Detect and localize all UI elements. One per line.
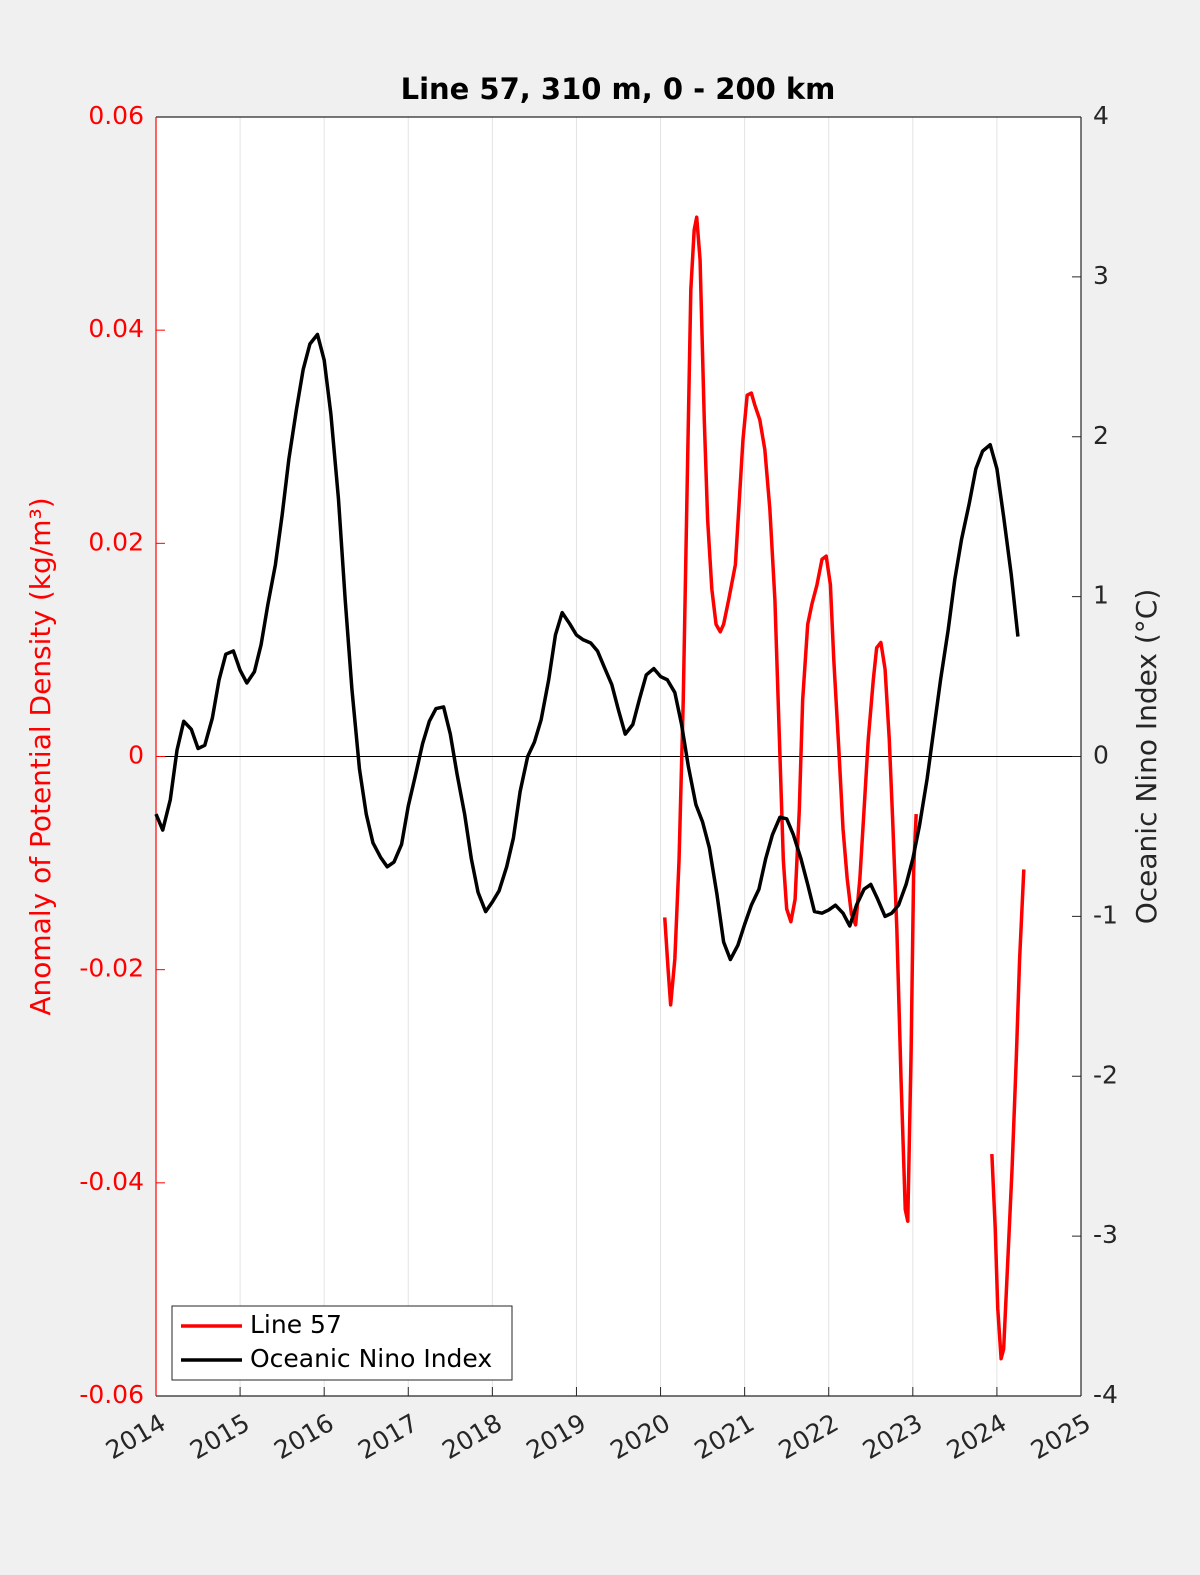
y2-tick-label: -1 bbox=[1093, 900, 1118, 929]
y2-tick-label: -4 bbox=[1093, 1380, 1118, 1409]
x-tick-label: 2022 bbox=[774, 1408, 844, 1465]
y-tick-label: 0.06 bbox=[88, 101, 144, 130]
legend-label: Oceanic Nino Index bbox=[250, 1344, 492, 1373]
x-tick-label: 2015 bbox=[185, 1408, 255, 1465]
legend: Line 57 Oceanic Nino Index bbox=[171, 1305, 513, 1381]
y-tick-label: 0.04 bbox=[88, 314, 144, 343]
legend-box bbox=[171, 1305, 513, 1381]
series-line bbox=[154, 332, 1020, 962]
x-tick-label: 2023 bbox=[858, 1408, 928, 1465]
y2-tick-label: 3 bbox=[1093, 261, 1109, 290]
x-tick-label: 2018 bbox=[437, 1408, 507, 1465]
series-line bbox=[990, 869, 1026, 1361]
x-tick-label: 2024 bbox=[942, 1408, 1012, 1465]
legend-label: Line 57 bbox=[250, 1310, 342, 1339]
y2-tick-label: -3 bbox=[1093, 1220, 1118, 1249]
x-tick-label: 2025 bbox=[1026, 1408, 1096, 1465]
y2-tick-label: -2 bbox=[1093, 1060, 1118, 1089]
chart-title: Line 57, 310 m, 0 - 200 km bbox=[401, 72, 836, 106]
x-tick-label: 2014 bbox=[101, 1408, 171, 1465]
y2-axis-label: Oceanic Nino Index (°C) bbox=[1130, 589, 1163, 925]
y-tick-label: 0.02 bbox=[88, 527, 144, 556]
x-tick-label: 2017 bbox=[353, 1408, 423, 1465]
x-tick-label: 2021 bbox=[690, 1408, 760, 1465]
x-tick-label: 2019 bbox=[521, 1408, 591, 1465]
x-tick-label: 2016 bbox=[269, 1408, 339, 1465]
y2-tick-label: 2 bbox=[1093, 421, 1109, 450]
y2-tick-label: 0 bbox=[1093, 741, 1109, 770]
x-tick-label: 2020 bbox=[605, 1408, 675, 1465]
y-tick-label: -0.02 bbox=[79, 954, 144, 983]
series-line bbox=[663, 215, 918, 1223]
y-tick-label: -0.04 bbox=[79, 1167, 144, 1196]
y2-tick-label: 4 bbox=[1093, 101, 1109, 130]
y-tick-label: 0 bbox=[128, 741, 144, 770]
y-tick-label: -0.06 bbox=[79, 1380, 144, 1409]
y-axis-label: Anomaly of Potential Density (kg/m³) bbox=[24, 497, 57, 1015]
y2-tick-label: 1 bbox=[1093, 581, 1109, 610]
